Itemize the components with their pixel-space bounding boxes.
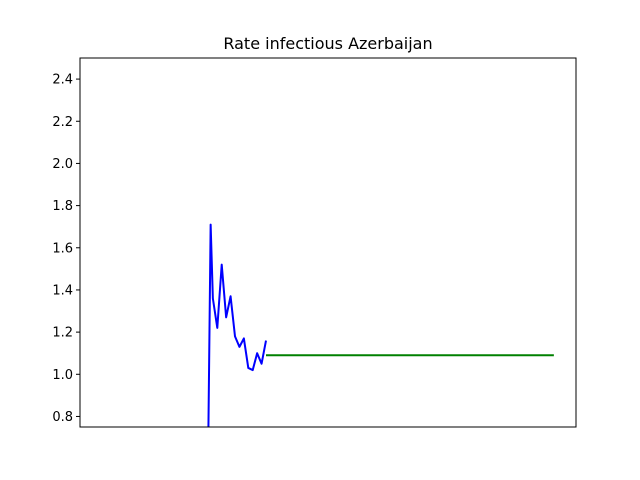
- y-axis: 0.8 1.0 1.2 1.4 1.6 1.8 2.0 2.2 2.4: [52, 73, 80, 425]
- series-line-1: [207, 223, 267, 427]
- chart-title: Rate infectious Azerbaijan: [223, 34, 432, 53]
- y-tick-label: 1.2: [52, 326, 73, 341]
- y-tick-label: 2.2: [52, 115, 73, 130]
- y-tick-label: 1.6: [52, 241, 73, 256]
- y-tick-label: 2.0: [52, 157, 73, 172]
- y-tick-label: 1.0: [52, 368, 73, 383]
- y-tick-label: 1.4: [52, 283, 73, 298]
- plot-frame: [79, 57, 577, 428]
- y-tick-label: 0.8: [52, 410, 73, 425]
- plot-area: [207, 223, 554, 427]
- y-tick-label: 1.8: [52, 199, 73, 214]
- y-tick-label: 2.4: [52, 73, 73, 88]
